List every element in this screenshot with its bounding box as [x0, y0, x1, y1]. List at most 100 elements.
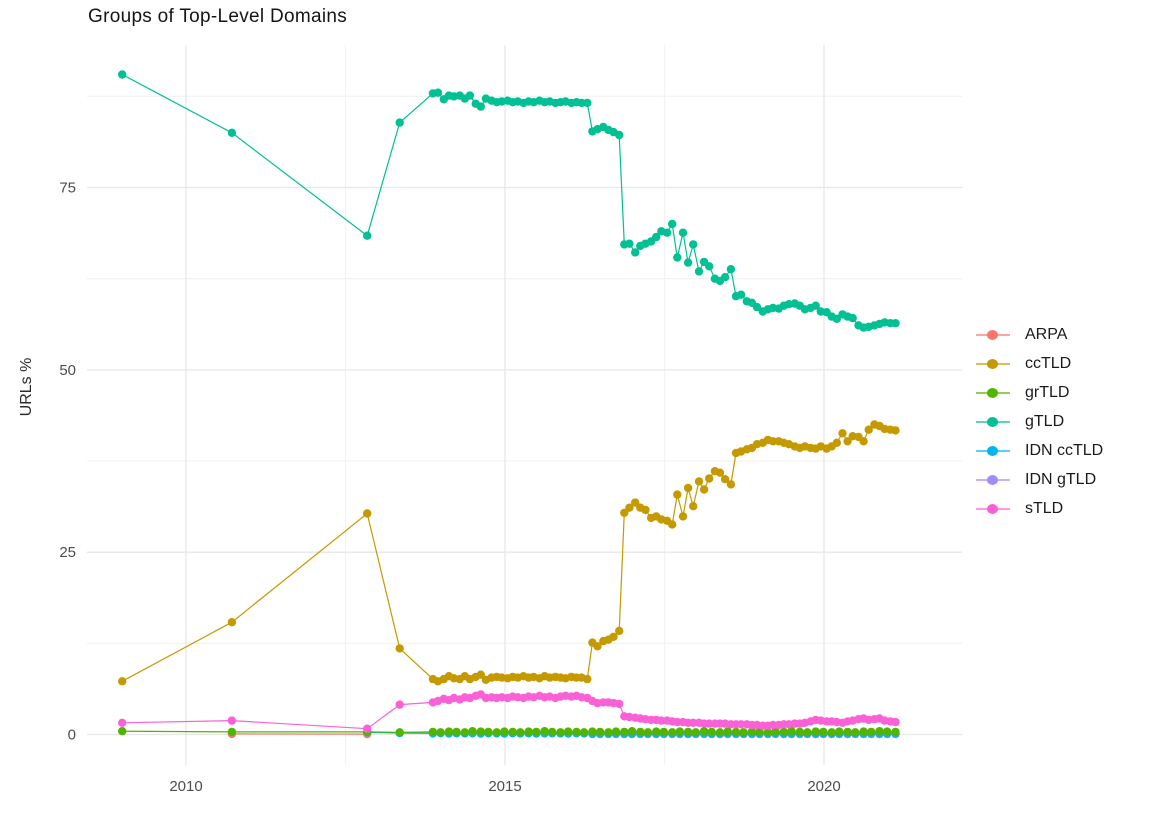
series-point-gtld — [736, 290, 746, 299]
series-point-grtld — [627, 727, 637, 736]
series-point-grtld — [691, 728, 700, 737]
series-point-grtld — [564, 727, 573, 736]
series-point-grtld — [675, 727, 684, 736]
series-point-cctld — [859, 437, 868, 446]
series-point-stld — [363, 724, 372, 733]
series-point-cctld — [476, 670, 485, 679]
series-point-gtld — [118, 70, 127, 79]
series-point-grtld — [436, 728, 445, 737]
series-point-grtld — [579, 728, 589, 737]
legend-key-dot — [987, 358, 998, 369]
series-point-cctld — [641, 505, 650, 515]
series-point-grtld — [524, 727, 533, 736]
series-point-gtld — [476, 102, 485, 111]
series-point-gtld — [631, 248, 640, 257]
legend-key-icon — [976, 329, 1010, 341]
series-point-cctld — [583, 674, 592, 684]
chart-title: Groups of Top-Level Domains — [88, 6, 348, 27]
series-point-cctld — [118, 677, 127, 686]
legend-label: IDN gTLD — [1025, 470, 1097, 488]
series-point-gtld — [625, 239, 634, 248]
legend-key-dot — [987, 329, 998, 340]
series-point-grtld — [620, 727, 629, 737]
series-point-cctld — [699, 485, 709, 494]
series-point-grtld — [795, 727, 804, 737]
series-point-grtld — [611, 727, 621, 736]
series-point-grtld — [492, 728, 501, 737]
series-point-grtld — [779, 727, 788, 737]
series-point-grtld — [668, 728, 677, 737]
legend-key-icon — [976, 445, 1010, 457]
series-point-grtld — [227, 727, 237, 737]
series-point-grtld — [652, 727, 661, 736]
legend-label: sTLD — [1025, 499, 1064, 517]
series-point-grtld — [699, 727, 709, 736]
series-point-grtld — [891, 727, 900, 737]
series-point-stld — [657, 716, 666, 725]
series-point-gtld — [705, 262, 714, 271]
series-point-grtld — [532, 727, 541, 737]
y-tick-label: 50 — [59, 362, 76, 379]
series-point-cctld — [678, 512, 688, 521]
series-point-grtld — [428, 727, 438, 737]
series-point-grtld — [819, 727, 828, 737]
series-point-cctld — [593, 642, 602, 651]
series-point-gtld — [662, 228, 672, 237]
series-point-cctld — [843, 437, 852, 446]
series-point-grtld — [484, 727, 493, 737]
series-point-gtld — [652, 232, 661, 242]
series-point-cctld — [694, 477, 704, 486]
series-point-grtld — [683, 727, 693, 737]
series-point-gtld — [395, 118, 404, 127]
series-point-grtld — [476, 727, 485, 736]
series-point-grtld — [811, 727, 820, 736]
series-point-grtld — [731, 727, 741, 737]
series-point-cctld — [838, 429, 847, 438]
legend-label: grTLD — [1025, 383, 1070, 401]
series-point-gtld — [433, 88, 443, 97]
series-point-cctld — [227, 618, 237, 627]
series-point-grtld — [747, 727, 757, 736]
series-point-grtld — [118, 727, 127, 736]
legend-key-icon — [976, 474, 1010, 486]
series-point-cctld — [615, 626, 624, 636]
series-point-grtld — [763, 728, 773, 737]
series-point-gtld — [848, 313, 857, 323]
series-point-gtld — [678, 228, 688, 237]
series-point-grtld — [395, 728, 404, 737]
legend-key-icon — [976, 358, 1010, 370]
x-tick-label: 2015 — [488, 778, 521, 795]
series-point-gtld — [832, 314, 841, 323]
series-point-gtld — [720, 273, 730, 282]
legend-item-grtld: grTLD — [976, 378, 1103, 407]
series-point-stld — [615, 699, 624, 709]
series-point-grtld — [468, 727, 477, 736]
series-point-gtld — [811, 301, 820, 310]
series-point-grtld — [452, 727, 461, 737]
series-point-grtld — [444, 727, 454, 736]
legend-key-dot — [987, 387, 998, 398]
series-point-grtld — [835, 727, 844, 736]
series-point-gtld — [615, 130, 624, 140]
series-point-cctld — [625, 503, 634, 512]
series-point-cctld — [891, 426, 900, 435]
y-tick-label: 0 — [68, 727, 76, 744]
series-point-cctld — [668, 520, 677, 529]
series-point-grtld — [787, 727, 796, 736]
series-line-gtld — [121, 73, 896, 329]
series-point-cctld — [673, 490, 682, 499]
series-point-grtld — [883, 727, 892, 736]
series-point-cctld — [864, 425, 873, 434]
series-point-cctld — [726, 480, 736, 489]
legend-key-dot — [987, 474, 998, 485]
series-point-stld — [689, 718, 698, 727]
series-point-gtld — [583, 98, 592, 108]
series-point-stld — [395, 700, 404, 709]
legend-key-dot — [987, 416, 998, 427]
legend-label: ccTLD — [1025, 354, 1072, 372]
series-point-grtld — [843, 727, 852, 737]
series-point-grtld — [827, 728, 836, 737]
series-point-cctld — [832, 438, 841, 447]
series-point-grtld — [859, 727, 868, 736]
series-point-grtld — [508, 727, 517, 737]
